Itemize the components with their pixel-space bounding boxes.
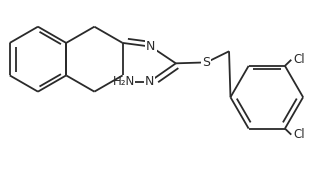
- Text: H₂N: H₂N: [113, 75, 135, 88]
- Text: Cl: Cl: [293, 128, 305, 141]
- Text: Cl: Cl: [293, 53, 305, 66]
- Text: N: N: [145, 75, 154, 88]
- Text: N: N: [146, 40, 156, 53]
- Text: S: S: [202, 56, 210, 69]
